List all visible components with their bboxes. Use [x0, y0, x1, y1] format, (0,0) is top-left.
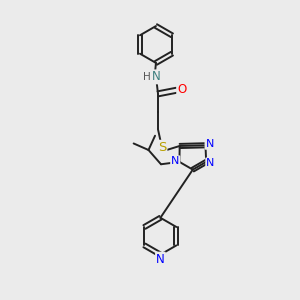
Text: O: O: [177, 83, 186, 96]
Text: N: N: [156, 253, 165, 266]
Text: N: N: [206, 139, 214, 149]
Text: S: S: [158, 141, 166, 154]
Text: N: N: [206, 158, 214, 168]
Text: N: N: [152, 70, 161, 83]
Text: H: H: [143, 72, 151, 82]
Text: N: N: [171, 156, 179, 166]
